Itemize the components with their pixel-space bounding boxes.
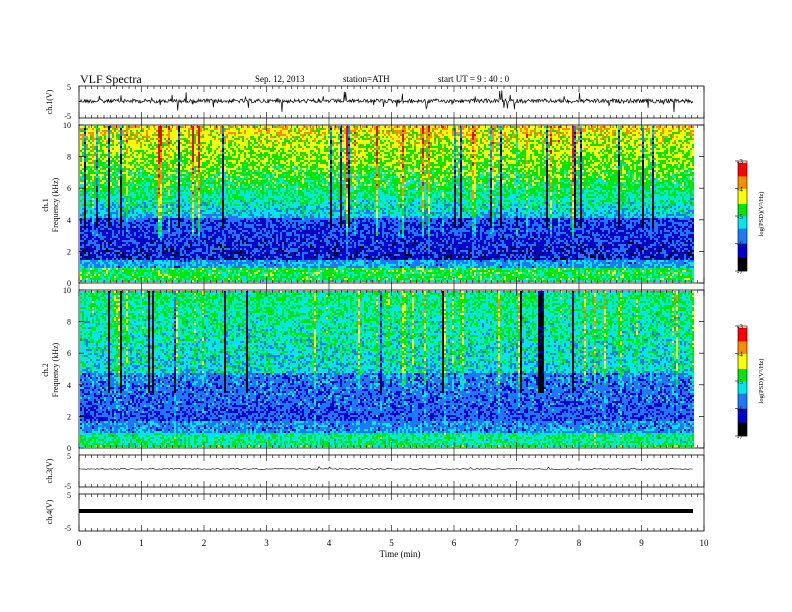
spectrogram-ch1-ylabel-frequency: Frequency (kHz) [51, 177, 60, 232]
spectrogram-ch2-heatmap [80, 291, 694, 447]
waveform-ch4-ylabel: ch.4(V) [45, 499, 54, 524]
waveform-ch3-line [78, 466, 693, 470]
waveform-ch1-line [78, 90, 694, 113]
start-time-label: start UT = 9 : 40 : 0 [438, 74, 510, 84]
x-tick-label: 4 [327, 538, 332, 548]
x-tick-label: 10 [700, 538, 710, 548]
colorbar-ch1-label: log(PSD)(V²/Hz) [758, 192, 765, 237]
colorbar-tick-label: -3 [737, 158, 743, 166]
date-label: Sep. 12, 2013 [255, 74, 305, 84]
x-tick-label: 1 [139, 538, 144, 548]
waveform-ch3-ytick-top: 5 [67, 452, 71, 461]
waveform-ch4-ytick-bottom: -5 [64, 524, 71, 533]
waveform-ch3-ylabel: ch.3(V) [45, 458, 54, 483]
y-tick-label: 4 [67, 381, 71, 390]
spectrogram-ch2-ylabel-frequency: Frequency (kHz) [51, 342, 60, 397]
spectrogram-ch1-heatmap [80, 126, 694, 282]
colorbar-tick-label: -6 [737, 241, 743, 249]
x-axis-tick-labels: 0 1 2 3 4 5 6 7 8 9 10 [77, 538, 709, 548]
waveform-ch3-ytick-bottom: -5 [64, 482, 71, 491]
station-label: station=ATH [343, 74, 390, 84]
waveform-ch1-ytick-top: 5 [67, 83, 71, 92]
waveform-ch4-panel: 5 -5 ch.4(V) [45, 491, 705, 533]
time-tick-marks [78, 86, 705, 531]
spectrogram-ch1-panel: 0 2 4 6 8 10 ch.1 Frequency (kHz) [41, 121, 705, 288]
colorbar-tick-label: -4 [737, 186, 743, 194]
y-tick-label: 0 [67, 444, 71, 453]
x-tick-label: 9 [639, 538, 644, 548]
y-tick-label: 6 [67, 184, 71, 193]
colorbar-tick-label: -3 [737, 323, 743, 331]
colorbar-tick-label: -7 [737, 433, 743, 441]
x-tick-label: 0 [77, 538, 82, 548]
x-tick-label: 6 [452, 538, 457, 548]
x-axis-label: Time (min) [380, 549, 421, 559]
waveform-ch1-ytick-bottom: -5 [64, 112, 71, 121]
y-tick-label: 10 [63, 121, 71, 130]
y-tick-label: 2 [67, 247, 71, 256]
y-tick-label: 6 [67, 349, 71, 358]
y-tick-label: 2 [67, 412, 71, 421]
y-tick-label: 8 [67, 318, 71, 327]
waveform-ch4-line [79, 509, 693, 513]
spectrogram-ch1-ylabel-channel: ch.1 [41, 198, 50, 212]
x-tick-label: 2 [202, 538, 207, 548]
colorbar-tick-label: -7 [737, 268, 743, 276]
colorbar-tick-label: -6 [737, 406, 743, 414]
x-tick-label: 8 [577, 538, 582, 548]
waveform-ch1-panel: 5 -5 ch.1(V) [45, 83, 705, 121]
spectrogram-ch1-yticks: 0 2 4 6 8 10 [63, 121, 704, 288]
y-tick-label: 4 [67, 216, 71, 225]
y-tick-label: 8 [67, 153, 71, 162]
x-tick-label: 5 [389, 538, 394, 548]
waveform-ch1-ylabel: ch.1(V) [45, 89, 54, 114]
colorbar-tick-label: -4 [737, 351, 743, 359]
waveform-ch4-ytick-top: 5 [67, 491, 71, 500]
waveform-ch3-panel: 5 -5 ch.3(V) [45, 452, 705, 491]
colorbar-tick-label: -5 [737, 213, 743, 221]
x-tick-label: 3 [264, 538, 269, 548]
spectrogram-ch2-ylabel-channel: ch.2 [41, 363, 50, 377]
spectrogram-ch2-yticks: 0 2 4 6 8 10 [63, 286, 704, 453]
spectrogram-ch2-panel: 0 2 4 6 8 10 ch.2 Frequency (kHz) [41, 286, 705, 453]
colorbar-ch2: -3 -4 -5 -6 -7 [735, 323, 748, 441]
x-tick-label: 7 [514, 538, 519, 548]
y-tick-label: 0 [67, 279, 71, 288]
figure-title: VLF Spectra [80, 72, 142, 86]
colorbar-ch1: -3 -4 -5 -6 -7 [735, 158, 748, 276]
y-tick-label: 10 [63, 286, 71, 295]
colorbar-ch2-label: log(PSD)(V²/Hz) [758, 359, 765, 404]
colorbar-tick-label: -5 [737, 378, 743, 386]
